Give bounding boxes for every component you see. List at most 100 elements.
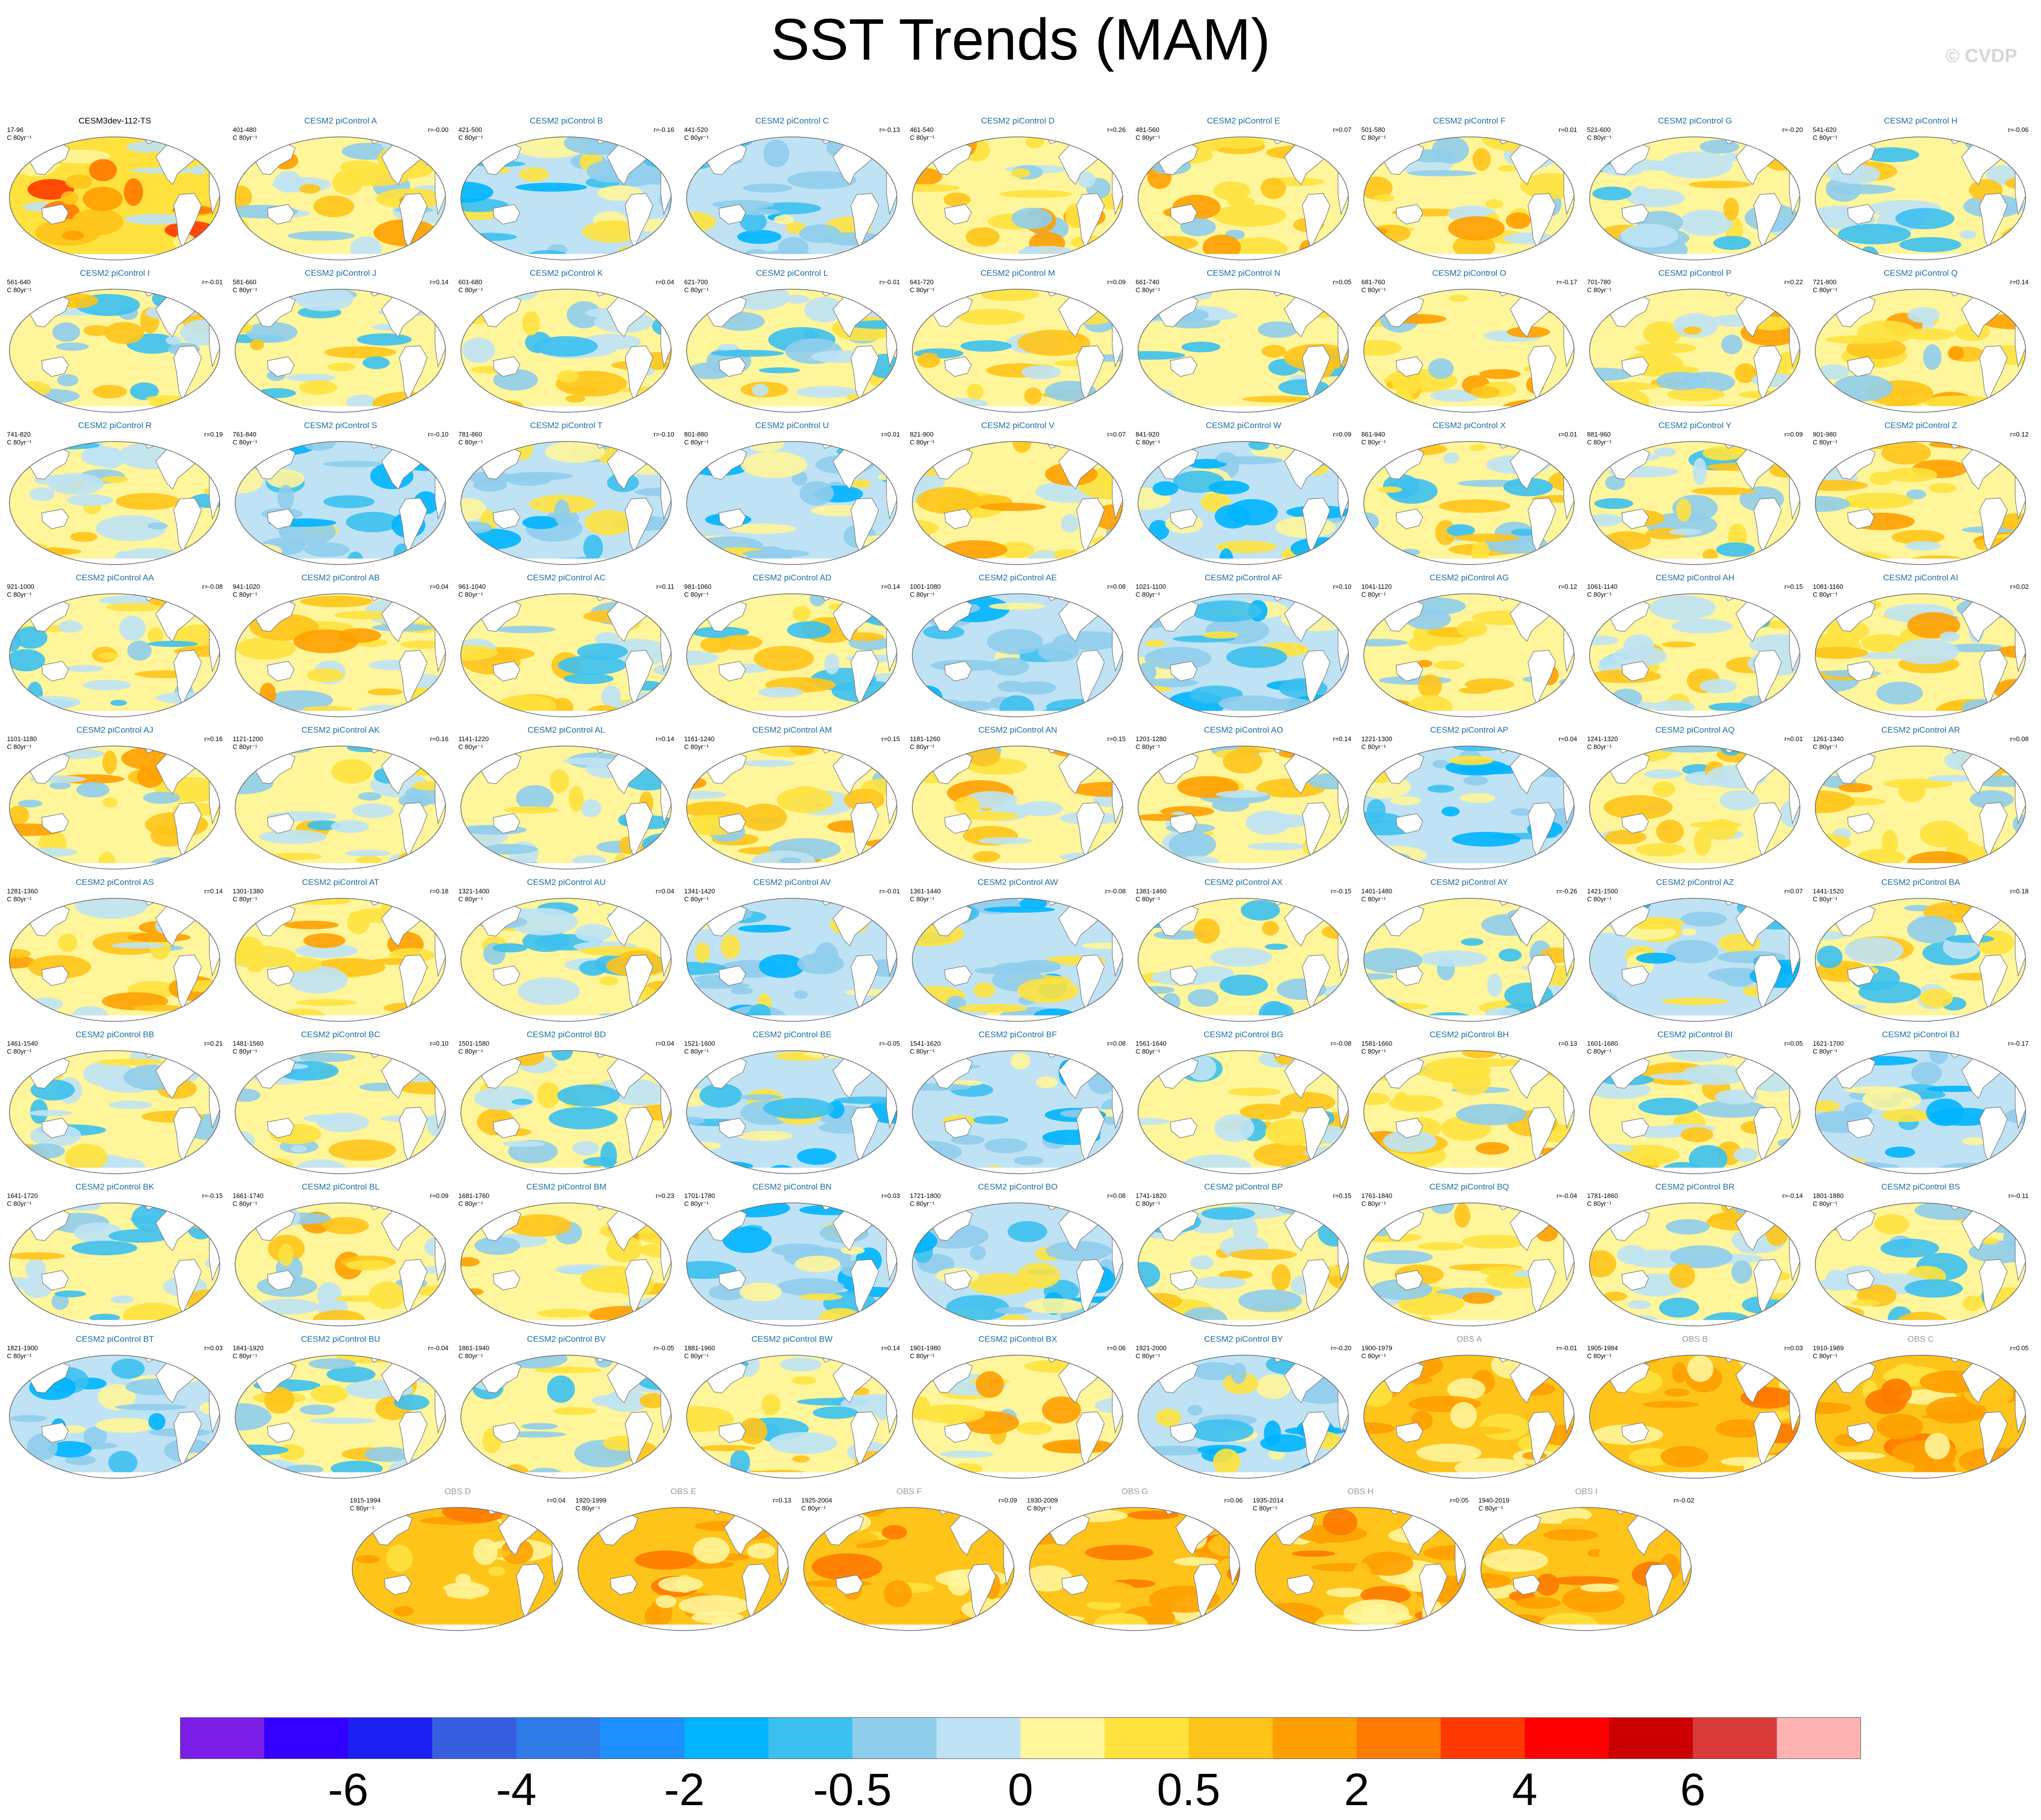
landmass <box>399 1411 428 1467</box>
landmass <box>209 162 220 216</box>
map-panel: CESM2 piControl AV 1341-1420 C 80yr⁻¹ r=-0.… <box>681 877 903 1025</box>
landmass <box>435 162 446 216</box>
landmass <box>1170 813 1198 834</box>
sst-field <box>1138 1355 1348 1478</box>
map-panel: CESM2 piControl T 781-860 C 80yr⁻¹ r=-0.10 <box>455 420 677 568</box>
map-border <box>1589 898 1800 1022</box>
panel-years: 1141-1220 <box>458 735 489 743</box>
antarctica <box>235 1320 446 1326</box>
landmass <box>1528 1259 1556 1315</box>
panel-years: 1920-1999 <box>575 1497 607 1504</box>
panel-units: C 80yr⁻¹ <box>1136 134 1160 141</box>
panel-map <box>686 898 897 1022</box>
sst-field <box>1590 137 1800 260</box>
landmass <box>493 965 520 986</box>
landmass <box>173 193 202 249</box>
map-border <box>460 441 672 565</box>
panel-map <box>235 1202 446 1326</box>
panel-units: C 80yr⁻¹ <box>1361 1200 1386 1207</box>
sst-field <box>1590 1355 1800 1478</box>
antarctica <box>687 406 897 412</box>
panel-units: C 80yr⁻¹ <box>458 1048 483 1055</box>
sst-field <box>1815 1203 2026 1326</box>
panel-title: CESM2 piControl AZ <box>1656 878 1734 887</box>
landmass <box>1170 204 1198 225</box>
panel-years: 1915-1994 <box>350 1497 381 1504</box>
map-panel: CESM2 piControl X 861-940 C 80yr⁻¹ r=0.01 <box>1358 420 1580 568</box>
sst-field <box>1029 1507 1240 1631</box>
landmass <box>1112 924 1123 977</box>
colorbar-swatch <box>348 1717 433 1759</box>
landmass <box>850 954 879 1010</box>
landmass <box>886 1381 897 1434</box>
panel-years: 701-780 <box>1587 278 1611 286</box>
sst-field <box>461 441 671 565</box>
landmass <box>267 508 295 529</box>
map-border <box>9 441 220 565</box>
panel-map <box>460 289 672 413</box>
panel-map <box>235 898 446 1022</box>
landmass <box>1528 954 1556 1010</box>
panel-pattern-correlation: r=0.09 <box>430 1192 448 1199</box>
panel-units: C 80yr⁻¹ <box>684 591 709 598</box>
sst-field <box>687 898 897 1021</box>
panel-units: C 80yr⁻¹ <box>1587 1048 1612 1055</box>
panel-title: CESM2 piControl AV <box>753 878 831 887</box>
antarctica <box>912 254 1123 260</box>
panel-pattern-correlation: r=0.08 <box>1107 1192 1126 1199</box>
panel-years: 801-880 <box>684 431 708 438</box>
panel-pattern-correlation: r=-0.15 <box>202 1192 223 1199</box>
colorbar-frame <box>180 1717 1861 1759</box>
panel-years: 1841-1920 <box>233 1344 264 1352</box>
panel-years: 1905-1984 <box>1587 1344 1618 1352</box>
panel-map <box>9 1355 220 1479</box>
panel-units: C 80yr⁻¹ <box>1253 1505 1277 1512</box>
panel-pattern-correlation: r=0.09 <box>1333 431 1351 438</box>
antarctica <box>1138 1472 1348 1478</box>
panel-map <box>1138 746 1349 870</box>
panel-title: CESM2 piControl AU <box>527 878 606 887</box>
panel-pattern-correlation: r=0.08 <box>1107 583 1126 590</box>
panel-title: CESM2 piControl AS <box>75 878 154 887</box>
antarctica <box>1138 1320 1348 1326</box>
panel-units: C 80yr⁻¹ <box>1587 286 1612 294</box>
panel-map <box>460 1050 672 1174</box>
panel-map <box>1815 746 2026 870</box>
panel-title: CESM2 piControl E <box>1207 116 1280 126</box>
landmass <box>2015 314 2026 368</box>
panel-years: 1930-2009 <box>1027 1497 1058 1504</box>
landmass <box>173 650 202 706</box>
landmass <box>1753 650 1782 706</box>
landmass <box>1789 924 1800 977</box>
panel-years: 721-800 <box>1813 278 1837 286</box>
panel-years: 1801-1880 <box>1813 1192 1844 1199</box>
panel-pattern-correlation: r=0.04 <box>430 583 448 590</box>
landmass <box>660 314 671 368</box>
panel-years: 661-740 <box>1136 278 1159 286</box>
map-panel: CESM2 piControl BQ 1761-1840 C 80yr⁻¹ r=-0.… <box>1358 1181 1580 1330</box>
panel-pattern-correlation: r=0.04 <box>655 1040 674 1047</box>
map-border <box>1815 441 2026 565</box>
panel-title: CESM2 piControl BE <box>753 1030 831 1039</box>
panel-title: CESM2 piControl Y <box>1658 421 1732 430</box>
map-panel: CESM2 piControl BI 1601-1680 C 80yr⁻¹ r=0.0… <box>1584 1029 1806 1178</box>
map-border <box>912 136 1123 260</box>
landmass <box>1513 1574 1540 1595</box>
map-border <box>1138 593 1349 717</box>
panel-units: C 80yr⁻¹ <box>910 134 935 141</box>
colorbar-swatch <box>852 1717 937 1759</box>
panel-pattern-correlation: r=0.14 <box>430 278 448 286</box>
landmass <box>742 1564 770 1620</box>
antarctica <box>1590 711 1800 717</box>
panel-pattern-correlation: r=0.15 <box>1784 583 1803 590</box>
landmass <box>1789 1228 1800 1282</box>
panel-pattern-correlation: r=0.04 <box>1558 735 1577 743</box>
map-border <box>912 746 1123 870</box>
map-panel: CESM2 piControl AY 1401-1480 C 80yr⁻¹ r=-0.… <box>1358 877 1580 1025</box>
landmass <box>2015 467 2026 520</box>
map-panel: CESM2 piControl AO 1201-1280 C 80yr⁻¹ r=0.1… <box>1133 724 1354 873</box>
sst-field <box>1590 289 1800 412</box>
map-border <box>686 746 897 870</box>
sst-field <box>1590 1051 1800 1174</box>
landmass <box>1979 1259 2008 1315</box>
